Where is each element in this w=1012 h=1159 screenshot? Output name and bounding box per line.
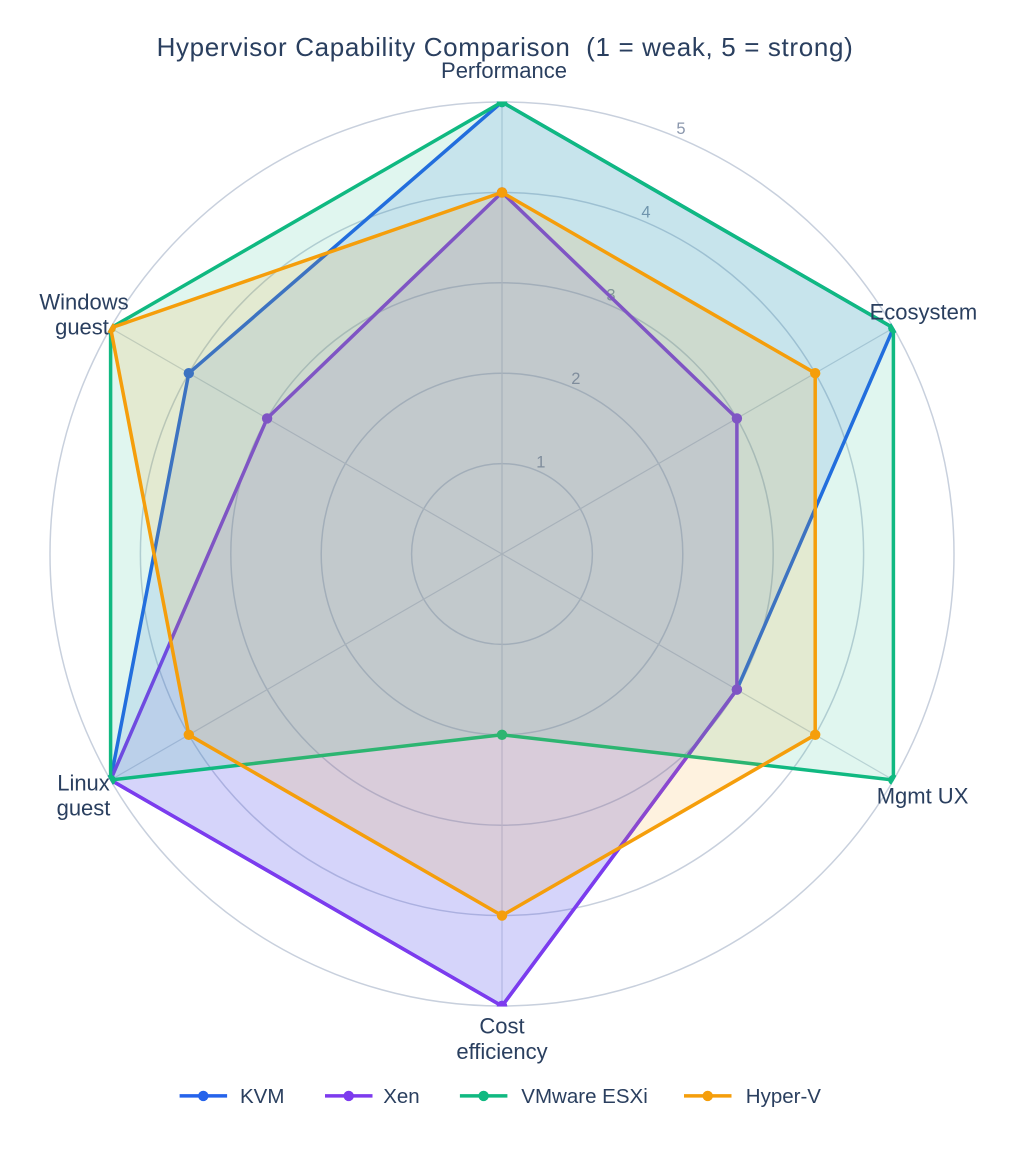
svg-text:Linux: Linux xyxy=(57,771,110,796)
svg-text:Windows: Windows xyxy=(39,290,128,315)
svg-text:guest: guest xyxy=(55,315,109,340)
svg-text:5: 5 xyxy=(676,120,685,138)
svg-text:Mgmt UX: Mgmt UX xyxy=(877,783,969,808)
svg-text:efficiency: efficiency xyxy=(456,1039,547,1064)
svg-text:Performance: Performance xyxy=(441,58,567,83)
svg-text:4: 4 xyxy=(641,203,650,221)
svg-text:2: 2 xyxy=(571,370,580,388)
svg-text:guest: guest xyxy=(57,796,111,821)
svg-text:VMware ESXi: VMware ESXi xyxy=(521,1085,647,1108)
svg-text:Hyper-V: Hyper-V xyxy=(746,1085,822,1108)
svg-text:Hypervisor Capability Comparis: Hypervisor Capability Comparison (1 = we… xyxy=(157,32,854,62)
svg-text:1: 1 xyxy=(536,453,545,471)
svg-text:Ecosystem: Ecosystem xyxy=(870,300,978,325)
svg-text:Xen: Xen xyxy=(383,1085,419,1108)
svg-text:Cost: Cost xyxy=(479,1014,524,1039)
svg-text:KVM: KVM xyxy=(240,1085,284,1108)
